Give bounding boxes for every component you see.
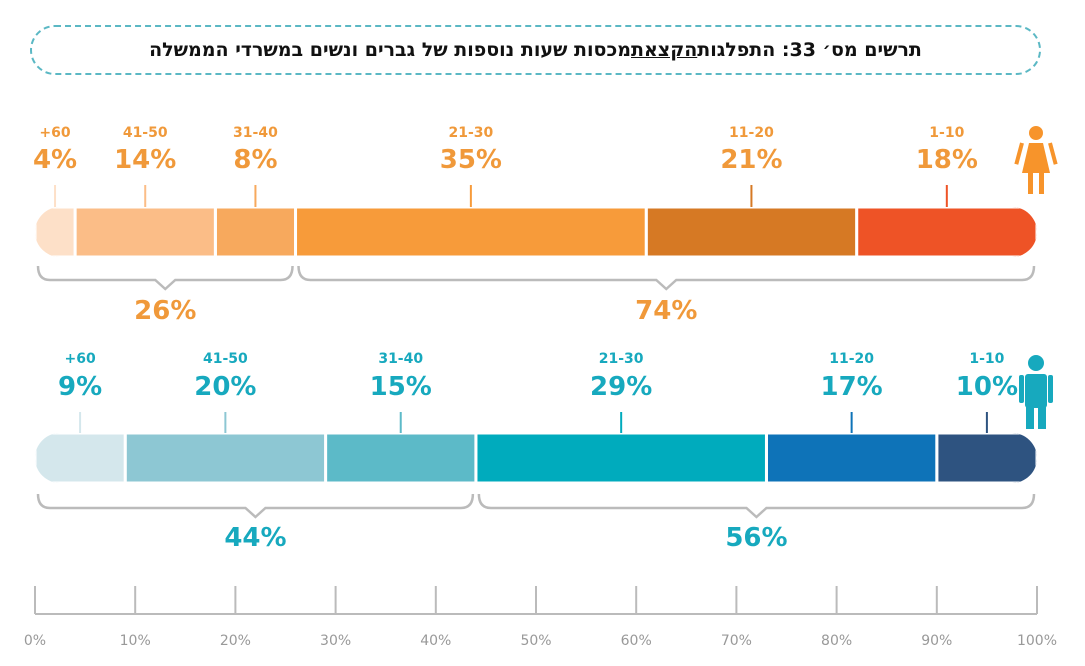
man-leg — [1038, 405, 1046, 429]
group-brace — [477, 493, 1036, 519]
man-icon — [1019, 355, 1053, 429]
group-total-label: 74% — [635, 296, 697, 326]
bar-segment — [73, 207, 217, 257]
value-label: 4% — [33, 145, 77, 175]
bar-segment — [294, 207, 648, 257]
category-label: 21-30 — [448, 125, 493, 141]
bar-segment — [35, 433, 127, 483]
x-tick-label: 30% — [320, 633, 351, 649]
category-label: +60 — [39, 125, 70, 141]
category-label: 11-20 — [829, 351, 874, 367]
chart-title-box: תרשים מס׳ 33: התפלגות הקצאת מכסות שעות נ… — [30, 25, 1041, 75]
man-head — [1028, 355, 1044, 371]
x-tick-label: 90% — [921, 633, 952, 649]
category-label: 1-10 — [969, 351, 1004, 367]
bar-segment — [935, 433, 1037, 483]
category-label: +60 — [64, 351, 95, 367]
woman-leg — [1039, 172, 1044, 194]
chart-title: תרשים מס׳ 33: התפלגות הקצאת מכסות שעות נ… — [32, 27, 1039, 73]
bar-segment — [35, 207, 77, 257]
x-tick-label: 70% — [721, 633, 752, 649]
woman-arm — [1014, 142, 1024, 165]
x-tick-label: 0% — [24, 633, 46, 649]
woman-icon — [1014, 126, 1058, 194]
category-label: 41-50 — [123, 125, 168, 141]
bar-segment — [213, 207, 298, 257]
value-label: 29% — [590, 372, 652, 402]
x-tick-label: 40% — [420, 633, 451, 649]
woman-dress — [1022, 143, 1050, 173]
x-tick-label: 100% — [1017, 633, 1057, 649]
category-label: 11-20 — [729, 125, 774, 141]
value-label: 17% — [821, 372, 883, 402]
man-leg — [1026, 405, 1034, 429]
x-tick-label: 20% — [220, 633, 251, 649]
woman-head — [1029, 126, 1043, 140]
group-brace — [297, 265, 1036, 291]
chart-title-prefix: תרשים מס׳ 33: התפלגות — [697, 39, 922, 61]
value-label: 8% — [233, 145, 277, 175]
x-tick-label: 10% — [120, 633, 151, 649]
bar-group-1 — [35, 433, 1037, 483]
woman-arm — [1048, 142, 1058, 165]
value-label: 14% — [114, 145, 176, 175]
category-label: 21-30 — [599, 351, 644, 367]
x-tick-label: 80% — [821, 633, 852, 649]
chart-title-underlined: הקצאת — [630, 39, 698, 61]
x-tick-label: 50% — [520, 633, 551, 649]
bar-segment — [644, 207, 859, 257]
bar-segment — [123, 433, 328, 483]
category-label: 1-10 — [929, 125, 964, 141]
group-brace — [36, 265, 294, 291]
group-total-label: 44% — [224, 523, 286, 553]
value-label: 20% — [194, 372, 256, 402]
bar-segment — [324, 433, 478, 483]
man-arm — [1019, 375, 1024, 403]
chart-title-suffix: מכסות שעות נוספות של גברים ונשים במשרדי … — [149, 39, 631, 61]
value-label: 15% — [370, 372, 432, 402]
category-label: 31-40 — [233, 125, 278, 141]
bar-segment — [764, 433, 939, 483]
bar-segment — [474, 433, 768, 483]
x-tick-label: 60% — [621, 633, 652, 649]
group-total-label: 56% — [725, 523, 787, 553]
man-torso — [1025, 374, 1047, 408]
group-brace — [36, 493, 475, 519]
value-label: 9% — [58, 372, 102, 402]
group-total-label: 26% — [134, 296, 196, 326]
value-label: 35% — [440, 145, 502, 175]
category-label: 31-40 — [378, 351, 423, 367]
bar-segment — [855, 207, 1037, 257]
man-arm — [1048, 375, 1053, 403]
value-label: 21% — [720, 145, 782, 175]
bar-group-0 — [35, 207, 1037, 257]
category-label: 41-50 — [203, 351, 248, 367]
value-label: 18% — [916, 145, 978, 175]
woman-leg — [1028, 172, 1033, 194]
value-label: 10% — [956, 372, 1018, 402]
